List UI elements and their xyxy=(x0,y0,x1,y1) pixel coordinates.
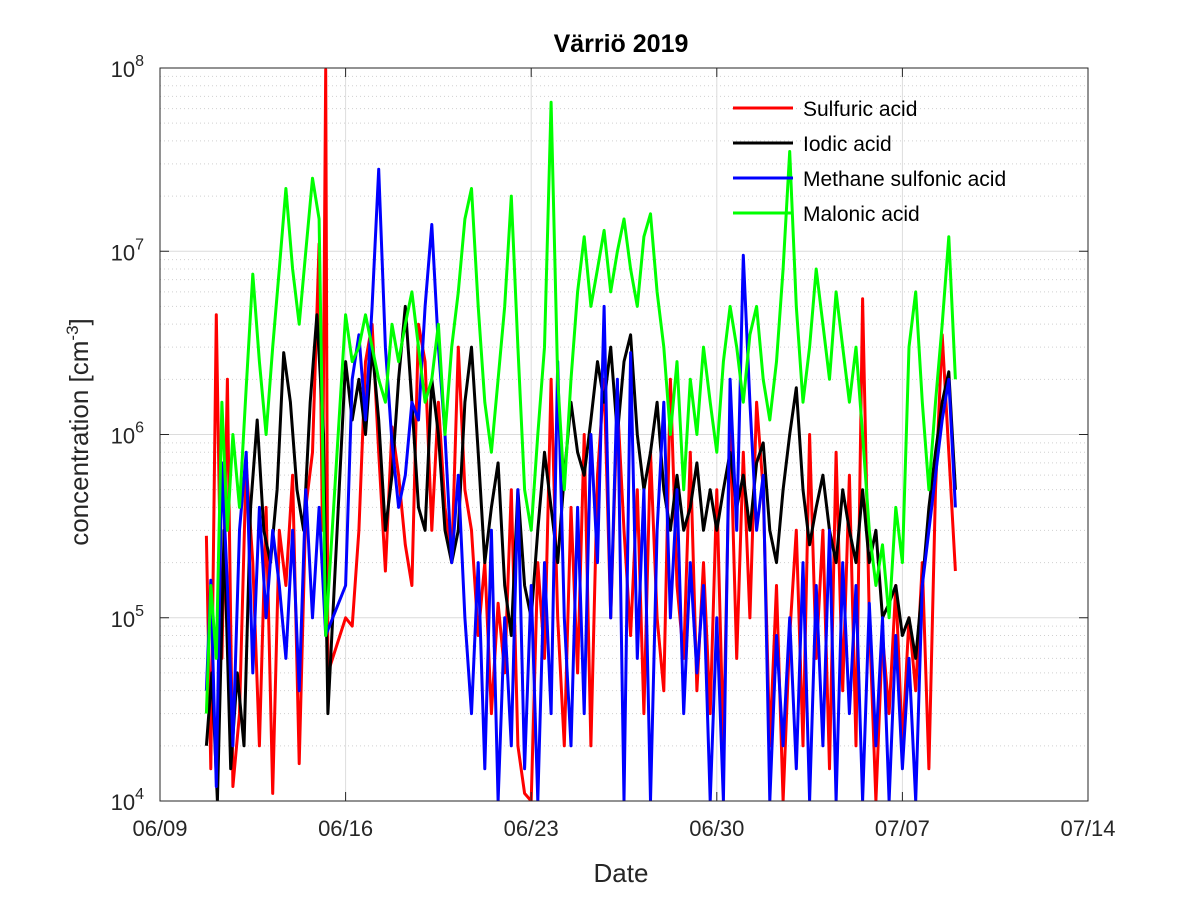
y-tick-label-base: 10 xyxy=(111,424,135,449)
series-line-1 xyxy=(204,68,957,801)
chart-title: Värriö 2019 xyxy=(554,30,689,58)
y-axis-label-sup: -3 xyxy=(63,325,82,340)
series-line-4 xyxy=(204,100,957,714)
x-tick-label: 07/07 xyxy=(875,816,930,841)
y-tick-label-base: 10 xyxy=(111,57,135,82)
axis-ticks: 06/09 06/16 06/23 06/30 07/07 07/141041051061… xyxy=(111,53,1116,841)
legend-label-1: Sulfuric acid xyxy=(803,98,917,121)
x-tick-label: 06/23 xyxy=(504,816,559,841)
y-tick-label-base: 10 xyxy=(111,607,135,632)
legend: Sulfuric acid Iodic acid Methane sulfonic … xyxy=(733,98,1006,226)
y-tick-label: 104 xyxy=(111,786,144,815)
y-tick-label-exp: 6 xyxy=(135,420,144,437)
x-axis-label: Date xyxy=(594,858,649,888)
y-tick-label: 106 xyxy=(111,420,144,449)
x-tick-label: 06/30 xyxy=(689,816,744,841)
y-tick-label: 105 xyxy=(111,603,144,632)
y-tick-label-base: 10 xyxy=(111,240,135,265)
series-line-3 xyxy=(204,167,957,801)
y-axis-label: concentration [cm-3] xyxy=(63,318,94,546)
y-tick-label-exp: 5 xyxy=(135,603,144,620)
y-tick-label-base: 10 xyxy=(111,790,135,815)
legend-label-4: Malonic acid xyxy=(803,203,920,226)
y-tick-label-exp: 4 xyxy=(135,786,144,803)
y-tick-label-exp: 7 xyxy=(135,236,144,253)
x-tick-label: 06/09 xyxy=(132,816,187,841)
y-axis-label-main: concentration [cm xyxy=(64,341,94,546)
series-layer xyxy=(204,68,957,801)
y-tick-label-exp: 8 xyxy=(135,53,144,70)
x-tick-label: 07/14 xyxy=(1060,816,1115,841)
y-tick-label: 107 xyxy=(111,236,144,265)
y-tick-label: 108 xyxy=(111,53,144,82)
legend-label-3: Methane sulfonic acid xyxy=(803,168,1006,191)
x-tick-label: 06/16 xyxy=(318,816,373,841)
legend-label-2: Iodic acid xyxy=(803,133,892,156)
y-axis-label-close: ] xyxy=(64,318,94,325)
